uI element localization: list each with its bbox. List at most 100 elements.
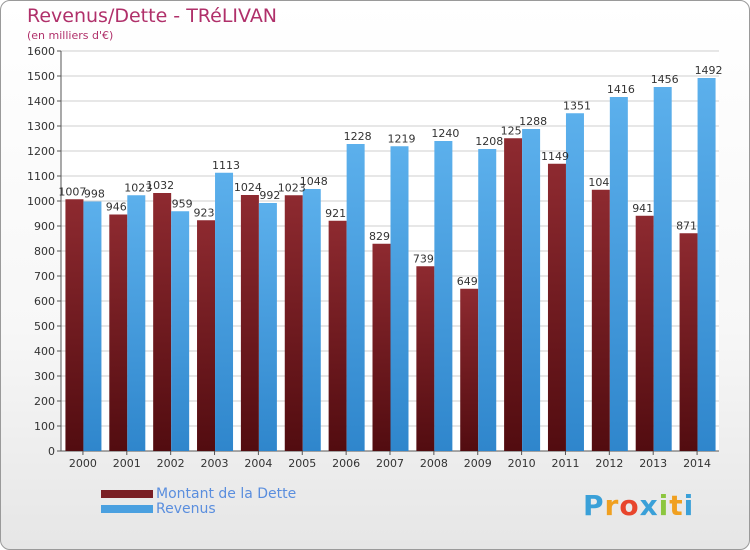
x-tick-label-2009: 2009 xyxy=(464,457,492,470)
data-label-debt-2014: 871 xyxy=(676,219,697,232)
data-label-revenue-2000: 998 xyxy=(84,188,105,201)
y-tick-label: 100 xyxy=(34,420,55,433)
data-label-revenue-2012: 1416 xyxy=(607,83,635,96)
x-tick-label-2012: 2012 xyxy=(595,457,623,470)
data-label-revenue-2004: 992 xyxy=(259,189,280,202)
data-label-revenue-2002: 959 xyxy=(172,197,193,210)
bar-debt-2003 xyxy=(197,220,216,451)
y-tick-label: 900 xyxy=(34,220,55,233)
data-label-debt-2012: 104 xyxy=(588,176,609,189)
data-label-revenue-2007: 1219 xyxy=(388,132,416,145)
logo-letter: t xyxy=(669,489,684,522)
data-label-debt-2010: 125 xyxy=(501,124,522,137)
data-label-revenue-2001: 1023 xyxy=(124,181,152,194)
bar-debt-2010 xyxy=(504,138,523,451)
data-label-debt-2003: 923 xyxy=(194,206,215,219)
bar-revenue-2006 xyxy=(346,144,365,451)
logo-letter: x xyxy=(639,489,659,522)
bar-debt-2012 xyxy=(591,189,610,451)
legend-swatch-revenue xyxy=(101,505,153,513)
bar-revenue-2010 xyxy=(522,129,541,451)
y-tick-label: 200 xyxy=(34,395,55,408)
proxiti-logo: Proxiti xyxy=(583,489,694,522)
data-label-revenue-2010: 1288 xyxy=(519,115,547,128)
y-tick-label: 1200 xyxy=(27,145,55,158)
bar-revenue-2005 xyxy=(302,189,321,451)
x-tick-label-2002: 2002 xyxy=(157,457,185,470)
logo-letter: P xyxy=(583,489,605,522)
x-tick-label-2008: 2008 xyxy=(420,457,448,470)
x-tick-label-2014: 2014 xyxy=(683,457,711,470)
legend-label-revenue: Revenus xyxy=(156,501,216,517)
data-label-debt-2005: 1023 xyxy=(278,181,306,194)
bar-revenue-2007 xyxy=(390,146,409,451)
x-tick-label-2010: 2010 xyxy=(508,457,536,470)
bar-revenue-2001 xyxy=(127,195,146,451)
x-tick-label-2004: 2004 xyxy=(244,457,272,470)
x-tick-label-2000: 2000 xyxy=(69,457,97,470)
bar-debt-2002 xyxy=(153,193,172,451)
data-label-revenue-2006: 1228 xyxy=(344,130,372,143)
data-label-revenue-2013: 1456 xyxy=(651,73,679,86)
y-tick-label: 800 xyxy=(34,245,55,258)
logo-letter: r xyxy=(604,489,620,522)
data-label-debt-2004: 1024 xyxy=(234,181,262,194)
bar-revenue-2012 xyxy=(609,97,628,451)
bar-revenue-2000 xyxy=(83,201,102,451)
y-tick-label: 1300 xyxy=(27,120,55,133)
chart-subtitle: (en milliers d'€) xyxy=(27,29,114,42)
x-tick-label-2011: 2011 xyxy=(551,457,579,470)
bar-debt-2008 xyxy=(416,266,435,451)
legend-swatch-debt xyxy=(101,490,153,498)
x-tick-label-2005: 2005 xyxy=(288,457,316,470)
legend-label-debt: Montant de la Dette xyxy=(156,486,297,502)
bar-debt-2007 xyxy=(372,243,391,451)
data-label-revenue-2003: 1113 xyxy=(212,159,240,172)
bar-debt-2005 xyxy=(284,195,303,451)
bar-revenue-2003 xyxy=(215,172,234,451)
data-label-debt-2011: 1149 xyxy=(541,150,569,163)
y-tick-label: 500 xyxy=(34,320,55,333)
y-tick-label: 1600 xyxy=(27,45,55,58)
y-tick-label: 600 xyxy=(34,295,55,308)
bar-debt-2014 xyxy=(679,233,698,451)
bar-debt-2004 xyxy=(240,195,259,451)
y-tick-label: 700 xyxy=(34,270,55,283)
bar-revenue-2009 xyxy=(478,149,497,451)
bar-debt-2001 xyxy=(109,214,128,451)
bar-revenue-2014 xyxy=(697,78,716,451)
bar-revenue-2004 xyxy=(258,203,277,451)
logo-letter: i xyxy=(683,489,695,522)
data-label-revenue-2011: 1351 xyxy=(563,99,591,112)
y-tick-label: 0 xyxy=(48,445,55,458)
bar-debt-2011 xyxy=(547,163,566,451)
y-tick-label: 300 xyxy=(34,370,55,383)
bar-debt-2009 xyxy=(460,288,479,451)
data-label-debt-2002: 1032 xyxy=(146,179,174,192)
bar-debt-2013 xyxy=(635,215,654,451)
x-tick-label-2006: 2006 xyxy=(332,457,360,470)
bar-debt-2000 xyxy=(65,199,84,451)
x-tick-label-2007: 2007 xyxy=(376,457,404,470)
x-tick-label-2003: 2003 xyxy=(201,457,229,470)
data-label-debt-2009: 649 xyxy=(457,275,478,288)
chart-title: Revenus/Dette - TRéLIVAN xyxy=(27,5,278,27)
y-tick-label: 400 xyxy=(34,345,55,358)
data-label-debt-2007: 829 xyxy=(369,230,390,243)
bar-revenue-2011 xyxy=(565,113,584,451)
data-label-debt-2013: 941 xyxy=(632,202,653,215)
data-label-debt-2008: 739 xyxy=(413,252,434,265)
y-tick-label: 1400 xyxy=(27,95,55,108)
data-label-revenue-2014: 1492 xyxy=(695,64,723,77)
bar-debt-2006 xyxy=(328,220,347,451)
data-label-revenue-2008: 1240 xyxy=(431,127,459,140)
logo-letter: o xyxy=(619,489,640,522)
y-tick-label: 1000 xyxy=(27,195,55,208)
bar-revenue-2002 xyxy=(171,211,190,451)
data-label-revenue-2009: 1208 xyxy=(475,135,503,148)
data-label-debt-2000: 1007 xyxy=(58,185,86,198)
x-tick-label-2001: 2001 xyxy=(113,457,141,470)
data-label-revenue-2005: 1048 xyxy=(300,175,328,188)
data-label-debt-2001: 946 xyxy=(106,201,127,214)
